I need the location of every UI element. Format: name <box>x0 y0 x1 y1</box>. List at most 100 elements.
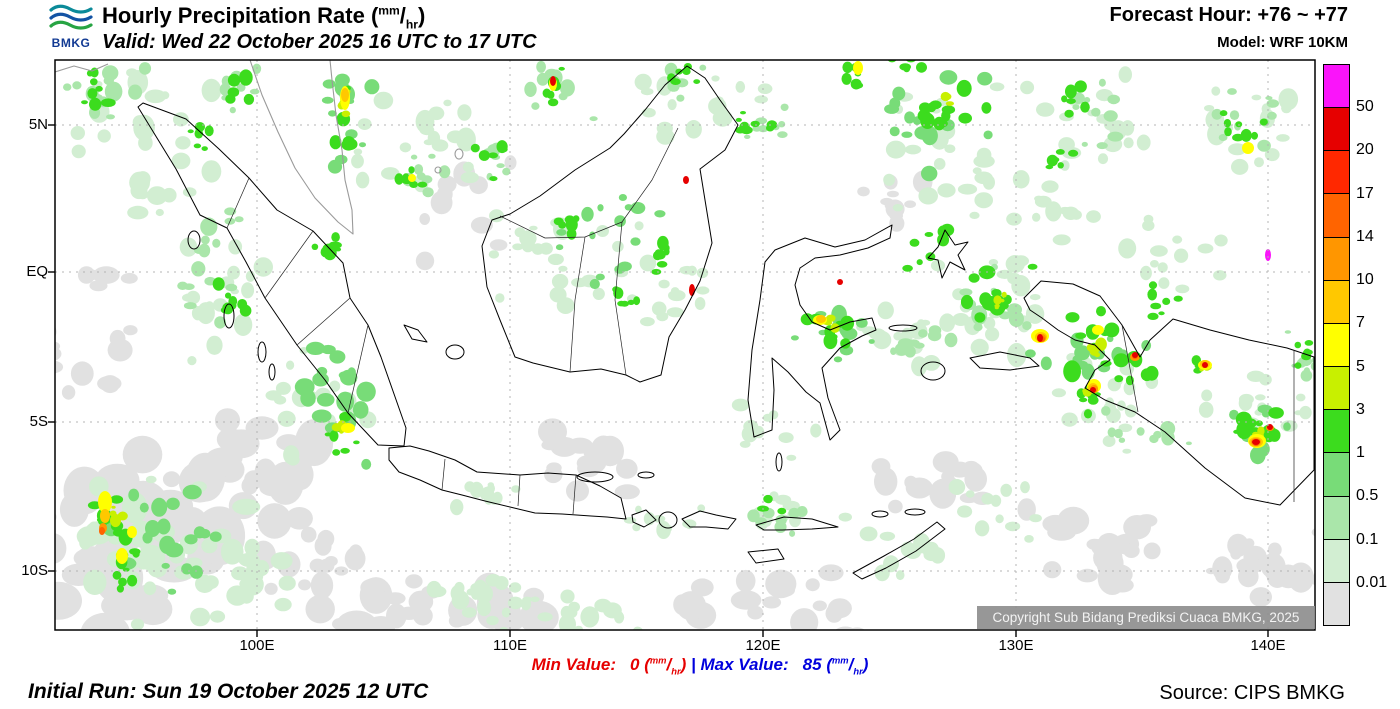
graticule-gridlines <box>55 60 1315 630</box>
lat-tick-label: 10S <box>21 562 48 579</box>
colorbar-value-label: 5 <box>1356 357 1365 375</box>
island-anambas <box>434 166 442 174</box>
island-buru <box>920 361 946 381</box>
min-value-label: Min Value: <box>531 655 616 674</box>
colorbar-segment <box>1324 150 1349 194</box>
colorbar-value-label: 50 <box>1356 98 1374 116</box>
island-borneo <box>481 65 739 383</box>
island-papua <box>1023 280 1315 506</box>
lon-tick-label: 100E <box>239 637 275 654</box>
page-title: Hourly Precipitation Rate (mm/hr) <box>102 3 425 31</box>
colorbar-segment <box>1324 279 1349 323</box>
forecast-hour-label: Forecast Hour: +76 ~ +77 <box>1109 4 1348 26</box>
colorbar-segment <box>1324 538 1349 582</box>
island-lombok <box>658 511 678 529</box>
map-canvas <box>48 59 1316 637</box>
island-selayar <box>775 452 783 472</box>
colorbar-segment <box>1324 495 1349 539</box>
colorbar-value-label: 0.01 <box>1356 573 1388 591</box>
island-kangean <box>637 471 655 479</box>
source-label: Source: CIPS BMKG <box>1159 682 1345 704</box>
island-nias <box>187 230 201 250</box>
lat-tick-label: 5N <box>28 116 48 133</box>
bmkg-logo-waves-icon <box>49 4 93 30</box>
island-bangka <box>403 324 428 343</box>
max-unit: (mm/hr) <box>826 655 869 677</box>
max-value-label: Max Value: <box>700 655 789 674</box>
island-pagai <box>268 363 276 381</box>
lon-tick-label: 130E <box>998 637 1034 654</box>
colorbar-segment <box>1324 107 1349 151</box>
model-label: Model: WRF 10KM <box>1217 34 1348 51</box>
island-alor <box>871 510 889 518</box>
min-unit: (mm/hr) <box>644 655 687 677</box>
colorbar-segment <box>1324 452 1349 496</box>
min-value: 0 <box>630 655 640 674</box>
border-java-3 <box>572 474 577 515</box>
island-wetar <box>904 508 926 516</box>
island-flores <box>755 516 839 531</box>
colorbar-value-label: 3 <box>1356 400 1365 418</box>
coast-malay-peninsula <box>249 60 354 235</box>
lon-tick-label: 110E <box>493 637 527 654</box>
border-sumatra-3 <box>296 297 351 346</box>
island-sulawesi <box>747 224 893 441</box>
colorbar-value-label: 1 <box>1356 444 1365 462</box>
colorbar-value-label: 0.1 <box>1356 530 1379 548</box>
colorbar-segment <box>1324 236 1349 280</box>
island-mentawai <box>257 341 267 363</box>
colorbar-segment <box>1324 322 1349 367</box>
colorbar-segment <box>1324 581 1349 626</box>
island-halmahera <box>927 229 969 279</box>
minmax-separator: | <box>690 655 696 674</box>
title-text: Hourly Precipitation Rate <box>102 3 371 28</box>
island-java <box>388 445 627 520</box>
map-frame <box>54 59 1316 631</box>
island-bali <box>631 509 657 528</box>
border-java-2 <box>517 474 521 507</box>
island-siberut <box>223 303 235 329</box>
island-madura <box>576 471 614 483</box>
lon-tick-label: 120E <box>745 637 781 654</box>
island-belitung <box>445 344 465 360</box>
border-sumatra-2 <box>264 230 314 299</box>
island-sula <box>888 324 918 332</box>
valid-time-line: Valid: Wed 22 October 2025 16 UTC to 17 … <box>102 31 537 53</box>
colorbar-segment <box>1324 193 1349 237</box>
bmkg-logo: BMKG <box>44 1 98 50</box>
precipitation-colorbar <box>1323 64 1350 626</box>
bmkg-logo-text: BMKG <box>51 36 91 50</box>
copyright-watermark: Copyright Sub Bidang Prediksi Cuaca BMKG… <box>977 606 1315 629</box>
lat-tick-label: EQ <box>26 263 48 280</box>
border-sumatra-4 <box>347 324 369 414</box>
colorbar-segment <box>1324 366 1349 410</box>
minmax-line: Min Value: 0 (mm/hr) | Max Value: 85 (mm/h… <box>0 655 1400 676</box>
border-sumatra-1 <box>226 177 250 229</box>
colorbar-value-label: 0.5 <box>1356 487 1379 505</box>
island-natuna <box>454 148 464 160</box>
border-papua-prov <box>1121 324 1139 413</box>
title-unit: (mm/hr) <box>370 3 426 32</box>
lat-tick-label: 5S <box>29 413 48 430</box>
coast-topleft <box>55 63 109 73</box>
colorbar-value-label: 20 <box>1356 141 1374 159</box>
colorbar-segment <box>1324 65 1349 108</box>
axis-tick-marks <box>48 124 1269 637</box>
colorbar-segment <box>1324 409 1349 453</box>
island-sumba <box>747 548 785 564</box>
island-timor <box>852 521 946 580</box>
island-seram <box>969 351 1040 371</box>
island-sumatra <box>137 102 407 447</box>
border-java-1 <box>441 458 446 491</box>
colorbar-value-label: 7 <box>1356 314 1365 332</box>
colorbar-value-label: 14 <box>1356 227 1374 245</box>
island-sumbawa <box>681 510 737 530</box>
colorbar-value-label: 17 <box>1356 184 1374 202</box>
lon-tick-label: 140E <box>1250 637 1286 654</box>
colorbar-value-label: 10 <box>1356 271 1374 289</box>
border-kalimantan-1 <box>569 236 586 373</box>
coastlines <box>55 60 1315 580</box>
initial-run-label: Initial Run: Sun 19 October 2025 12 UTC <box>28 680 429 703</box>
precipitation-layer <box>55 60 1315 630</box>
